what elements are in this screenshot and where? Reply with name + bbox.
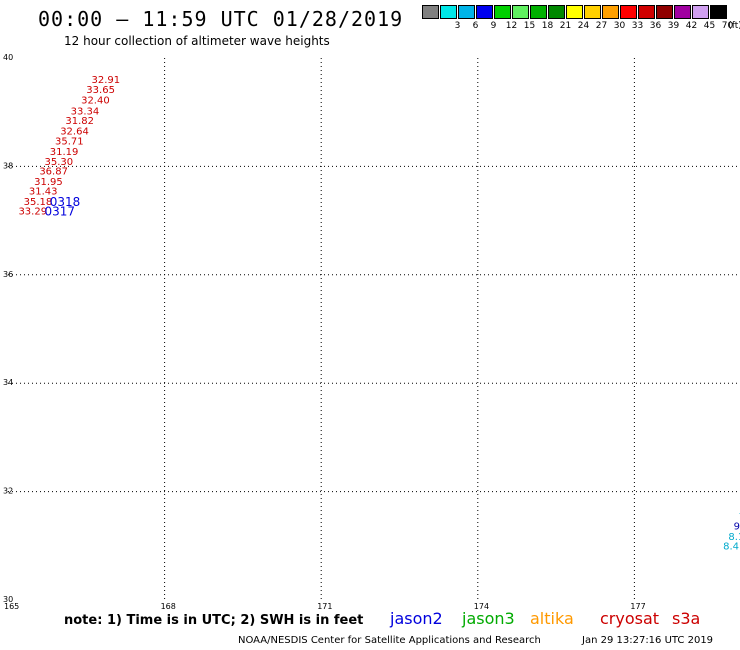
color-scale-label: 27	[595, 21, 608, 31]
color-scale-swatch	[494, 5, 511, 19]
color-scale-swatch	[656, 5, 673, 19]
data-label: 31.95	[34, 177, 63, 188]
color-scale-label: 42	[685, 21, 698, 31]
legend-entry-s3a: s3a	[672, 609, 701, 628]
page-title: 00:00 – 11:59 UTC 01/28/2019	[38, 7, 404, 31]
color-scale-swatch	[476, 5, 493, 19]
color-scale-label: 30	[613, 21, 626, 31]
color-scale-label: 6	[472, 21, 479, 31]
color-scale-label: 12	[505, 21, 518, 31]
color-scale-label: 9	[490, 21, 497, 31]
color-scale-label: 36	[649, 21, 662, 31]
color-scale-swatch	[692, 5, 709, 19]
color-scale-swatch	[530, 5, 547, 19]
color-scale-label: 18	[541, 21, 554, 31]
data-label: 31.19	[50, 147, 79, 158]
time-label: 0318	[50, 195, 81, 209]
color-scale-label: 33	[631, 21, 644, 31]
legend-entry-altika: altika	[530, 609, 574, 628]
footer-note: note: 1) Time is in UTC; 2) SWH is in fe…	[64, 613, 364, 628]
color-scale-swatch	[440, 5, 457, 19]
color-scale-swatch	[710, 5, 727, 19]
y-tick-label: 40	[3, 53, 13, 62]
color-scale-swatch	[674, 5, 691, 19]
x-tick-label: 165	[4, 602, 19, 611]
data-label: 35.71	[55, 137, 84, 148]
legend-entry-jason3: jason3	[462, 609, 515, 628]
data-label: 8.41	[723, 542, 740, 553]
data-label: 32.91	[92, 75, 121, 86]
data-label: 35.18	[24, 197, 53, 208]
footer-timestamp: Jan 29 13:27:16 UTC 2019	[582, 635, 714, 646]
color-scale-swatch	[566, 5, 583, 19]
x-tick-label: 168	[161, 602, 176, 611]
data-label: 32.40	[81, 96, 110, 107]
color-scale-label: 21	[559, 21, 572, 31]
color-scale-swatch	[548, 5, 565, 19]
color-scale-swatch	[602, 5, 619, 19]
data-label: 33.29	[18, 207, 47, 218]
footer-credit: NOAA/NESDIS Center for Satellite Applica…	[238, 635, 541, 646]
data-label: 33.65	[86, 85, 115, 96]
color-scale-swatch	[620, 5, 637, 19]
data-label: 32.64	[60, 126, 89, 137]
legend-entry-jason2: jason2	[390, 609, 443, 628]
page-subtitle: 12 hour collection of altimeter wave hei…	[64, 34, 330, 48]
color-scale-label: 70	[721, 21, 734, 31]
color-scale-swatch	[584, 5, 601, 19]
data-label: 8.18	[728, 532, 740, 543]
color-scale-swatch	[512, 5, 529, 19]
color-scale-label: 45	[703, 21, 716, 31]
data-label: 7.64	[739, 512, 740, 523]
y-tick-label: 34	[3, 378, 13, 387]
color-scale-swatch	[458, 5, 475, 19]
data-label: 31.82	[65, 116, 94, 127]
y-tick-label: 32	[3, 487, 13, 496]
time-label: 0317	[45, 205, 76, 219]
y-tick-label: 36	[3, 270, 13, 279]
color-scale-label: 24	[577, 21, 590, 31]
x-tick-label: 177	[630, 602, 645, 611]
legend-entry-cryosat: cryosat	[600, 609, 660, 628]
data-label: 33.34	[71, 106, 100, 117]
y-tick-label: 30	[3, 595, 13, 604]
color-scale-label: 3	[454, 21, 461, 31]
data-label: 35.30	[45, 157, 74, 168]
color-scale-label: 39	[667, 21, 680, 31]
data-label: 9.08	[734, 522, 740, 533]
color-scale-swatch	[422, 5, 439, 19]
x-tick-label: 171	[317, 602, 332, 611]
y-tick-label: 38	[3, 161, 13, 170]
color-scale-unit: (ft)	[728, 21, 740, 31]
x-tick-label: 174	[474, 602, 489, 611]
color-scale-label: 15	[523, 21, 536, 31]
data-label: 36.87	[39, 167, 68, 178]
data-label: 31.43	[29, 187, 58, 198]
color-scale-swatch	[638, 5, 655, 19]
